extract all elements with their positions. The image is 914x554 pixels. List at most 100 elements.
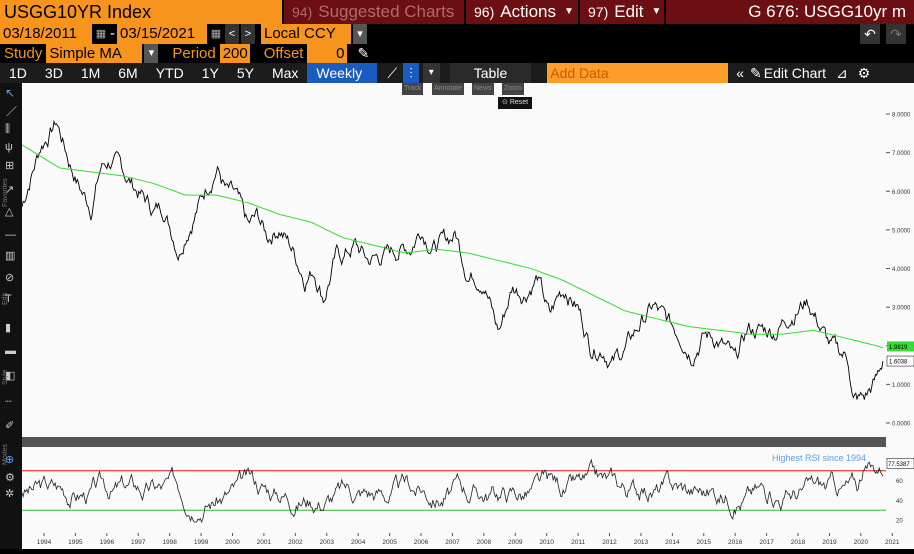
- chevron-down-icon[interactable]: ▾: [353, 24, 367, 44]
- price-tick-label: 8.0000: [892, 113, 911, 119]
- calendar-icon[interactable]: ▦: [210, 28, 222, 40]
- chart-svg[interactable]: 8.00007.00006.00005.00004.00003.00002.00…: [0, 83, 914, 549]
- edit-side-label: Edit: [2, 292, 9, 305]
- chevron-down-icon[interactable]: ▾: [422, 63, 440, 83]
- zoom-button[interactable]: Zoom: [502, 83, 524, 95]
- chevron-right-icon[interactable]: >: [241, 24, 255, 44]
- period-6m[interactable]: 6M: [118, 65, 138, 81]
- eraser-icon[interactable]: ⊘: [5, 272, 15, 284]
- bold-line-icon[interactable]: ▬: [5, 345, 16, 357]
- edit-label: Edit: [614, 2, 644, 21]
- price-tick-label: 7.0000: [892, 151, 911, 157]
- year-tick-label: 2001: [257, 539, 272, 546]
- brush-tool-icon[interactable]: ▥: [5, 250, 16, 262]
- chart-area[interactable]: 8.00007.00006.00005.00004.00003.00002.00…: [0, 83, 914, 549]
- year-tick-label: 2003: [320, 539, 335, 546]
- year-tick-label: 2005: [382, 539, 397, 546]
- frequency-select[interactable]: Weekly ▼: [307, 63, 378, 101]
- pitchfork-icon[interactable]: ψ: [5, 141, 13, 153]
- date-dash: -: [110, 25, 115, 42]
- pencil-icon[interactable]: ✎: [357, 45, 370, 61]
- dash-tool-icon[interactable]: ┈: [5, 396, 12, 408]
- year-tick-label: 1995: [68, 539, 83, 546]
- period-1d[interactable]: 1D: [9, 65, 27, 81]
- security-title[interactable]: USGG10YR Index: [0, 0, 282, 24]
- track-button[interactable]: Track: [402, 83, 424, 95]
- fib-tool-icon[interactable]: ⫼: [5, 123, 11, 135]
- rsi-tick-label: 20: [896, 519, 903, 525]
- line-chart-icon[interactable]: ⟋: [387, 65, 398, 81]
- period-1y[interactable]: 1Y: [201, 65, 219, 81]
- edit-menu-button[interactable]: 97) Edit ▼: [580, 0, 664, 24]
- collapse-icon[interactable]: «: [736, 65, 745, 81]
- crosshair-icon[interactable]: ⊕: [5, 454, 15, 466]
- offset-input[interactable]: 0: [307, 44, 348, 63]
- x-axis-background: [22, 533, 914, 549]
- annotate-button[interactable]: Annotate: [432, 83, 465, 95]
- actions-caret-icon: ▼: [563, 6, 574, 17]
- suggested-num: 94): [292, 4, 313, 20]
- year-tick-label: 1998: [162, 539, 177, 546]
- year-tick-label: 2007: [445, 539, 460, 546]
- period-3d[interactable]: 3D: [44, 65, 63, 81]
- annotate-icon[interactable]: ⊿: [836, 65, 848, 81]
- table-button[interactable]: Table: [449, 63, 532, 83]
- year-tick-label: 2014: [665, 539, 680, 546]
- year-tick-label: 2021: [885, 539, 900, 546]
- year-tick-label: 2002: [288, 539, 303, 546]
- currency-select[interactable]: Local CCY: [261, 24, 351, 44]
- cursor-icon[interactable]: ↖: [5, 86, 16, 100]
- line-tool-icon[interactable]: ／: [6, 106, 17, 118]
- year-tick-label: 2020: [854, 539, 869, 546]
- study-bar: Study Simple MA ▾ Period 200 Offset 0 ✎: [0, 44, 914, 63]
- hline-tool-icon[interactable]: —: [5, 229, 16, 241]
- gear-icon[interactable]: ⚙: [857, 65, 871, 81]
- chevron-left-icon[interactable]: <: [225, 24, 239, 44]
- channel-icon[interactable]: ⊞: [5, 160, 15, 172]
- pencil-icon[interactable]: ✎: [750, 65, 762, 81]
- start-date-input[interactable]: 03/18/2011: [0, 24, 92, 44]
- undo-icon[interactable]: ↶: [860, 24, 880, 44]
- actions-num: 96): [474, 4, 495, 20]
- price-tick-label: 1.0000: [892, 383, 911, 389]
- settings-alt-icon[interactable]: ✲: [5, 488, 15, 500]
- actions-menu-button[interactable]: 96) Actions ▼: [466, 0, 578, 24]
- redo-icon[interactable]: ↷: [886, 24, 906, 44]
- pen-tool-icon[interactable]: ✐: [5, 420, 15, 432]
- period-ytd[interactable]: YTD: [155, 65, 184, 81]
- price-tick-label: 5.0000: [892, 228, 911, 234]
- news-button[interactable]: News: [472, 83, 494, 95]
- edit-chart-button[interactable]: Edit Chart: [763, 65, 827, 81]
- settings-small-icon[interactable]: ⚙: [5, 472, 15, 484]
- price-tick-label: 4.0000: [892, 267, 911, 273]
- chevron-down-icon[interactable]: ▾: [144, 44, 159, 63]
- title-bar: USGG10YR Index 94) Suggested Charts 96) …: [0, 0, 914, 24]
- period-input[interactable]: 200: [219, 44, 250, 63]
- calendar-icon[interactable]: ▦: [95, 28, 107, 40]
- trash-icon[interactable]: ▮: [5, 322, 12, 334]
- period-max[interactable]: Max: [271, 65, 299, 81]
- text-tool-icon[interactable]: T: [5, 293, 12, 305]
- reset-button[interactable]: ⊙ Reset: [498, 97, 533, 109]
- year-tick-label: 2018: [791, 539, 806, 546]
- end-date-input[interactable]: 03/15/2021: [117, 24, 207, 44]
- year-tick-label: 1999: [194, 539, 209, 546]
- year-tick-label: 2019: [822, 539, 837, 546]
- bar-chart-icon[interactable]: ⫶: [403, 63, 419, 83]
- triangle-tool-icon[interactable]: △: [5, 206, 14, 218]
- ma-last-value-label: 1.9819: [889, 345, 908, 351]
- favorites-label: Favorites: [2, 178, 9, 207]
- suggested-label: Suggested Charts: [318, 2, 455, 21]
- price-tick-label: 0.0000: [892, 422, 911, 428]
- edit-caret-icon: ▼: [651, 6, 662, 17]
- year-tick-label: 2011: [571, 539, 585, 546]
- year-tick-label: 2016: [728, 539, 743, 546]
- period-1m[interactable]: 1M: [80, 65, 101, 81]
- color-tool-icon[interactable]: ◧: [5, 370, 16, 382]
- arrow-tool-icon[interactable]: ↗: [5, 184, 15, 196]
- suggested-charts-button[interactable]: 94) Suggested Charts: [284, 0, 464, 24]
- rsi-tick-label: 60: [896, 479, 903, 485]
- add-data-input[interactable]: Add Data: [547, 63, 729, 83]
- study-select[interactable]: Simple MA: [46, 44, 143, 63]
- period-5y[interactable]: 5Y: [236, 65, 254, 81]
